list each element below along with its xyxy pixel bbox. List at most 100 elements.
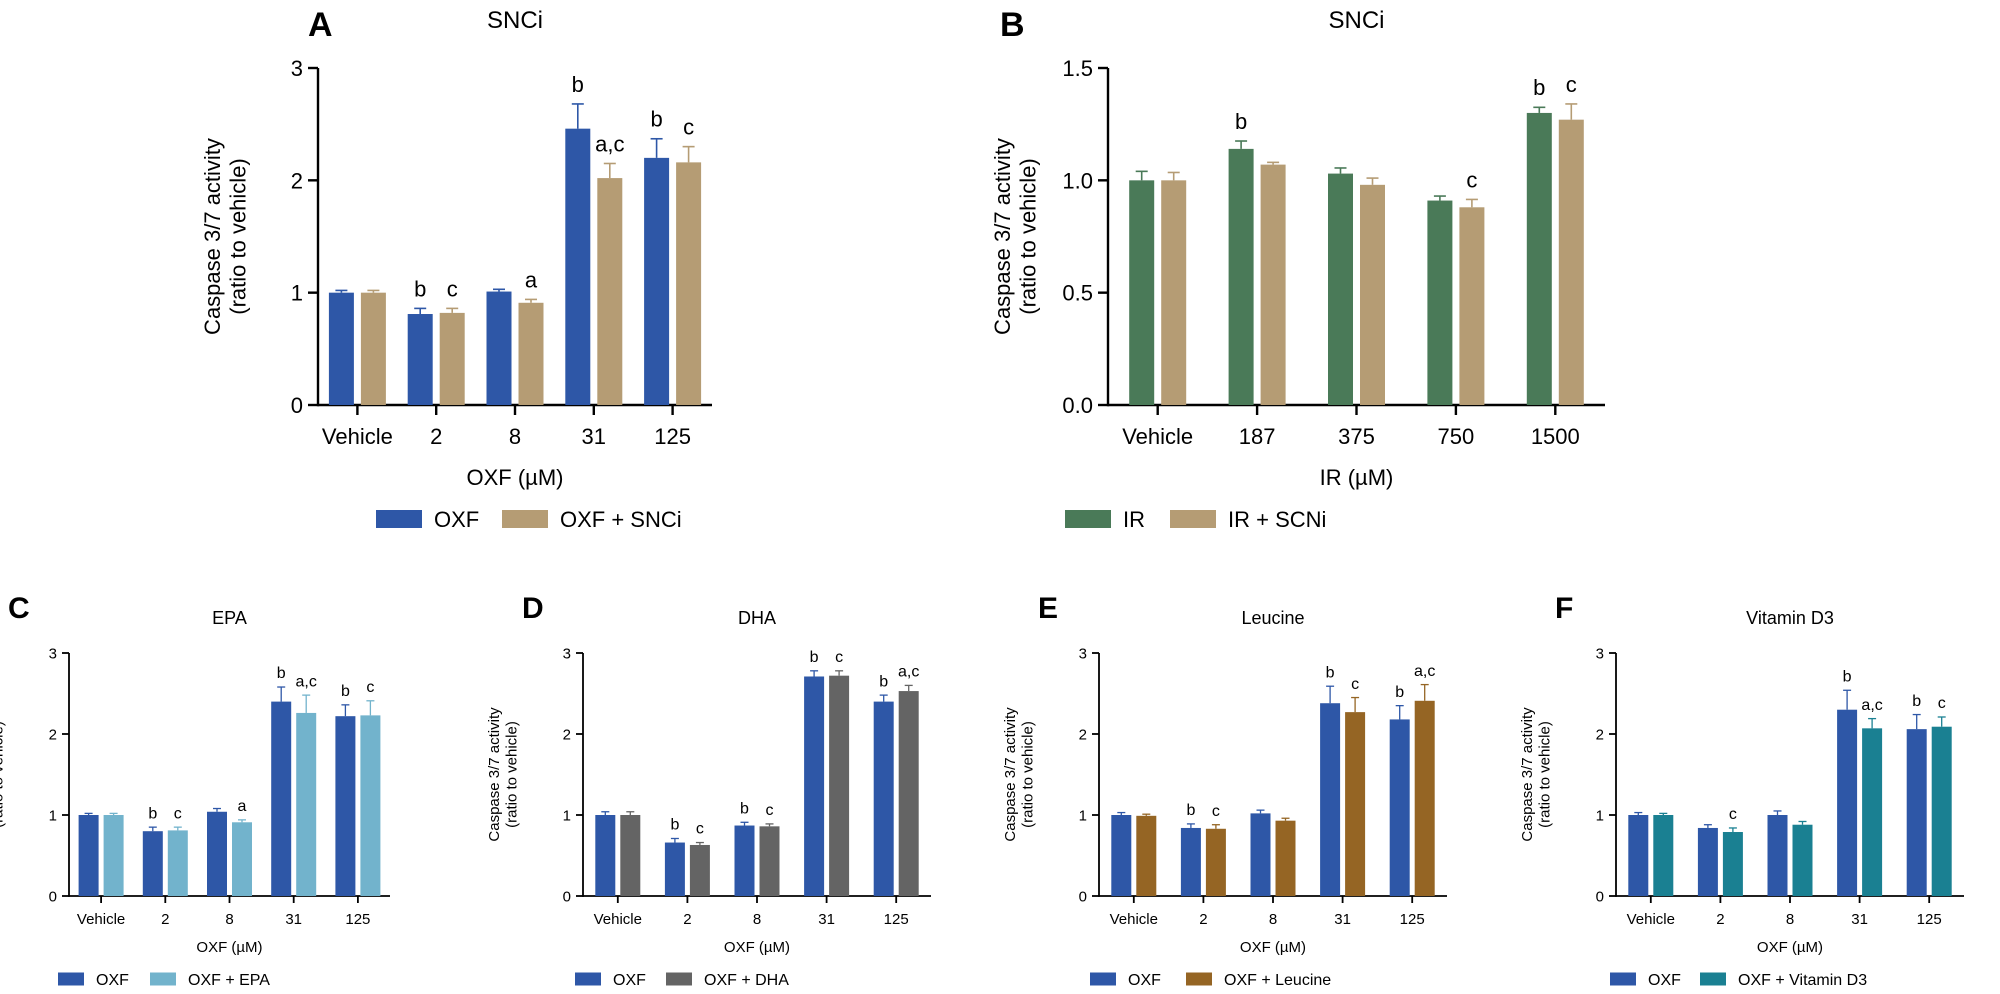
- x-tick-label: 31: [1334, 911, 1351, 928]
- y-tick-label: 1: [291, 281, 303, 306]
- x-tick-label: 125: [1400, 911, 1425, 928]
- x-tick-label: 187: [1239, 424, 1276, 449]
- bar: [1161, 180, 1187, 405]
- legend-swatch: [1700, 972, 1726, 986]
- bar: [759, 826, 780, 896]
- legend-swatch: [1610, 972, 1636, 986]
- significance-label: c: [366, 679, 374, 696]
- bar: [1414, 700, 1435, 896]
- y-tick-label: 0: [49, 888, 57, 905]
- x-tick-label: Vehicle: [77, 911, 125, 928]
- bar: [1792, 824, 1813, 896]
- x-axis-label: OXF (µM): [724, 939, 790, 956]
- significance-label: b: [277, 665, 286, 682]
- x-axis-label: OXF (µM): [1240, 939, 1306, 956]
- y-axis-label-line2: (ratio to vehicle): [1015, 158, 1040, 315]
- x-tick-label: 8: [225, 911, 233, 928]
- x-tick-label: 125: [654, 424, 691, 449]
- bar: [1180, 827, 1201, 896]
- bar: [1767, 815, 1788, 896]
- legend-swatch: [1170, 510, 1216, 528]
- panel-e: E Leucine 0 1 2 3 Caspase 3/7 activity (ratio t…: [1002, 592, 1447, 989]
- x-tick-label: Vehicle: [322, 424, 393, 449]
- bar: [335, 716, 356, 896]
- legend-label: OXF + EPA: [188, 972, 270, 989]
- y-tick-label: 0: [291, 393, 303, 418]
- x-tick-label: 2: [161, 911, 169, 928]
- y-tick-label: 0.5: [1062, 281, 1093, 306]
- bar: [689, 844, 710, 896]
- significance-label: b: [1326, 664, 1335, 681]
- chart-title: DHA: [738, 608, 776, 628]
- bar: [271, 701, 292, 896]
- legend-label: OXF + Vitamin D3: [1738, 972, 1867, 989]
- significance-label: b: [1235, 109, 1247, 134]
- x-axis-label: OXF (µM): [467, 465, 564, 490]
- y-axis-label: Caspase 3/7 activity: [1002, 707, 1019, 842]
- bar: [167, 830, 188, 896]
- significance-label: b: [1912, 693, 1921, 710]
- significance-label: b: [148, 805, 157, 822]
- legend-label: OXF: [613, 972, 646, 989]
- bar: [1722, 832, 1743, 896]
- chart-title: SNCi: [1328, 7, 1384, 34]
- y-tick-label: 0.0: [1062, 393, 1093, 418]
- y-tick-label: 1: [1596, 807, 1604, 824]
- significance-label: c: [1938, 695, 1946, 712]
- legend-label: OXF + SNCi: [560, 507, 682, 532]
- y-tick-label: 1: [49, 807, 57, 824]
- x-tick-label: 2: [1716, 911, 1724, 928]
- bar: [296, 712, 317, 896]
- y-tick-label: 2: [1079, 726, 1087, 743]
- x-tick-label: Vehicle: [594, 911, 642, 928]
- legend-label: OXF: [1648, 972, 1681, 989]
- x-tick-label: 31: [1851, 911, 1868, 928]
- bar: [1653, 815, 1674, 896]
- bar: [1862, 728, 1883, 896]
- x-tick-label: 8: [753, 911, 761, 928]
- bar: [486, 291, 512, 405]
- y-tick-label: 0: [1079, 888, 1087, 905]
- significance-label: c: [835, 649, 843, 666]
- significance-label: b: [650, 107, 662, 132]
- significance-label: c: [1729, 806, 1737, 823]
- legend-swatch: [1186, 972, 1212, 986]
- x-tick-label: 2: [430, 424, 442, 449]
- x-tick-label: 8: [509, 424, 521, 449]
- legend-swatch: [376, 510, 422, 528]
- bar: [1205, 828, 1226, 896]
- x-axis-label: OXF (µM): [1757, 939, 1823, 956]
- y-tick-label: 3: [49, 645, 57, 662]
- bar: [78, 815, 99, 896]
- bar: [565, 128, 591, 405]
- y-tick-label: 2: [49, 726, 57, 743]
- bar: [142, 831, 163, 896]
- x-tick-label: Vehicle: [1122, 424, 1193, 449]
- bar: [1837, 709, 1858, 896]
- bar: [1697, 827, 1718, 896]
- significance-label: b: [810, 649, 819, 666]
- x-tick-label: 375: [1338, 424, 1375, 449]
- significance-label: c: [1351, 676, 1359, 693]
- bar: [1250, 813, 1271, 896]
- significance-label: b: [879, 673, 888, 690]
- y-tick-label: 2: [291, 168, 303, 193]
- bar: [898, 691, 919, 896]
- legend-label: OXF: [434, 507, 479, 532]
- bar: [1111, 815, 1132, 896]
- x-axis-label: OXF (µM): [196, 939, 262, 956]
- bar: [360, 715, 381, 896]
- y-axis-label: Caspase 3/7 activity: [486, 707, 503, 842]
- legend-swatch: [666, 972, 692, 986]
- legend-swatch: [502, 510, 548, 528]
- bar: [1558, 119, 1584, 405]
- bar: [734, 825, 755, 896]
- significance-label: b: [1186, 802, 1195, 819]
- y-axis-label-line2: (ratio to vehicle): [1019, 721, 1036, 828]
- y-axis-label-line2: (ratio to vehicle): [225, 158, 250, 315]
- y-tick-label: 0: [563, 888, 571, 905]
- x-tick-label: 1500: [1531, 424, 1580, 449]
- bar: [1906, 729, 1927, 896]
- legend-swatch: [58, 972, 84, 986]
